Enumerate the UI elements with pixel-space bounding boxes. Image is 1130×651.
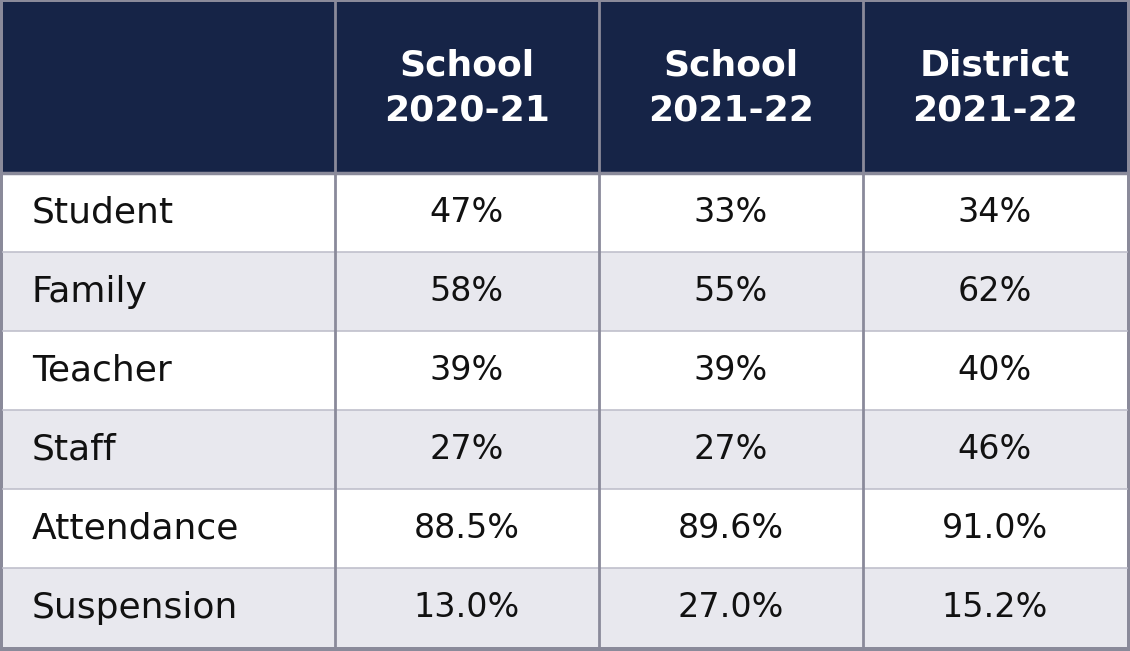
Text: District
2021-22: District 2021-22 — [912, 48, 1078, 127]
Text: Staff: Staff — [32, 433, 116, 467]
Text: 33%: 33% — [694, 197, 767, 229]
Text: 62%: 62% — [957, 275, 1032, 309]
Bar — [599, 410, 862, 489]
Text: 55%: 55% — [694, 275, 767, 309]
Bar — [599, 568, 862, 647]
Bar — [3, 253, 334, 331]
Bar — [599, 489, 862, 568]
Text: 34%: 34% — [957, 197, 1032, 229]
Text: 40%: 40% — [957, 354, 1032, 387]
Text: 27%: 27% — [429, 434, 504, 466]
Bar — [862, 489, 1127, 568]
Text: 39%: 39% — [429, 354, 504, 387]
Text: 15.2%: 15.2% — [941, 591, 1048, 624]
Bar — [334, 2, 599, 173]
Bar — [599, 253, 862, 331]
Text: 47%: 47% — [429, 197, 504, 229]
Text: 91.0%: 91.0% — [941, 512, 1048, 545]
Bar — [862, 253, 1127, 331]
Text: Suspension: Suspension — [32, 590, 238, 624]
Text: 46%: 46% — [957, 434, 1032, 466]
Bar — [3, 2, 334, 173]
Bar — [334, 410, 599, 489]
Bar — [862, 568, 1127, 647]
Bar — [862, 2, 1127, 173]
Bar — [599, 173, 862, 253]
Text: 27%: 27% — [694, 434, 768, 466]
Text: 27.0%: 27.0% — [678, 591, 784, 624]
Text: 39%: 39% — [694, 354, 767, 387]
Text: 89.6%: 89.6% — [678, 512, 784, 545]
Bar — [334, 489, 599, 568]
Bar — [3, 568, 334, 647]
Text: 13.0%: 13.0% — [414, 591, 520, 624]
Bar — [334, 331, 599, 410]
Bar — [334, 253, 599, 331]
Bar — [862, 410, 1127, 489]
Bar — [599, 331, 862, 410]
Text: Teacher: Teacher — [32, 353, 172, 388]
Text: School
2020-21: School 2020-21 — [384, 48, 549, 127]
Text: 58%: 58% — [429, 275, 504, 309]
Bar — [3, 331, 334, 410]
Bar — [599, 2, 862, 173]
Text: Attendance: Attendance — [32, 512, 240, 546]
Text: Family: Family — [32, 275, 148, 309]
Bar — [334, 568, 599, 647]
Bar — [862, 173, 1127, 253]
Text: School
2021-22: School 2021-22 — [647, 48, 814, 127]
Text: Student: Student — [32, 196, 174, 230]
Bar — [3, 173, 334, 253]
Bar — [334, 173, 599, 253]
Bar — [3, 489, 334, 568]
Bar — [3, 410, 334, 489]
Bar — [862, 331, 1127, 410]
Text: 88.5%: 88.5% — [414, 512, 520, 545]
